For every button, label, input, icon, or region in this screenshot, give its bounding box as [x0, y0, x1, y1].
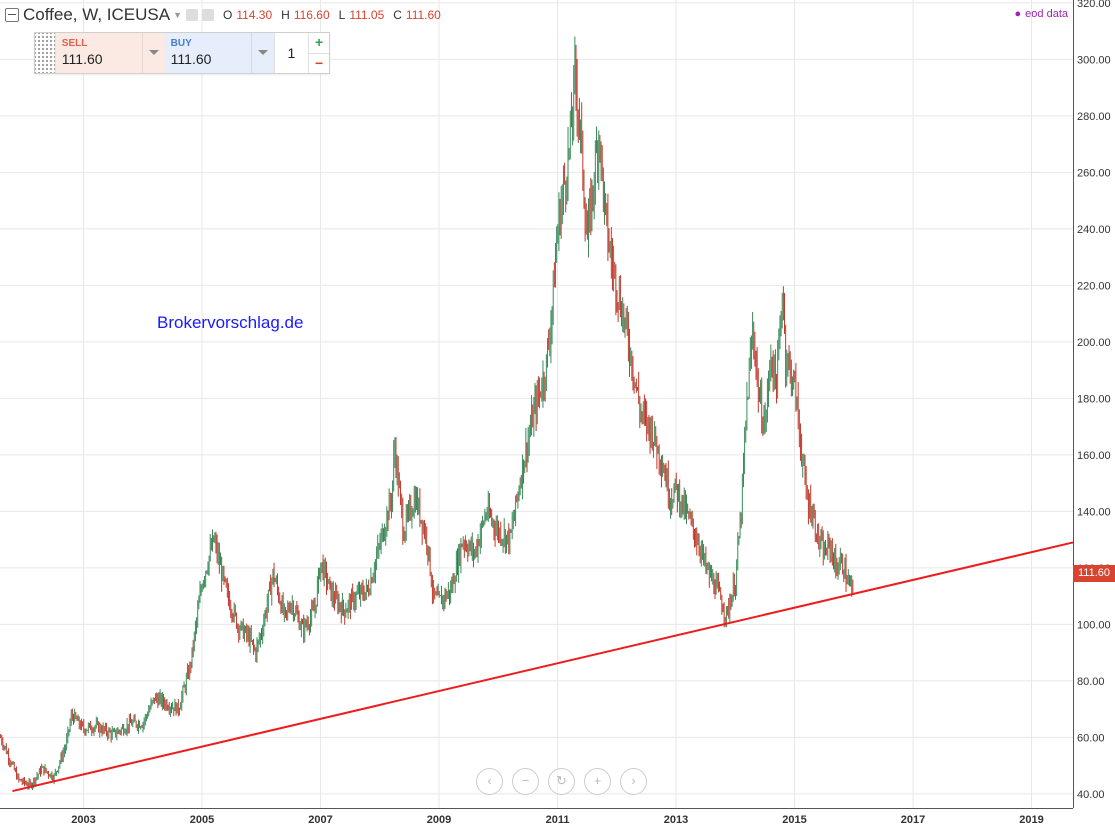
x-tick-label-2: 2007	[308, 814, 332, 826]
chart-header: Coffee, W, ICEUSA ▼ O 114.30 H 116.60 L …	[0, 0, 441, 30]
y-tick-label-14: 320.00	[1077, 0, 1111, 10]
y-tick-label-12: 280.00	[1077, 111, 1111, 123]
y-tick-label-1: 60.00	[1077, 732, 1105, 744]
eod-data-badge: eod data	[1015, 8, 1068, 20]
sell-label: SELL	[61, 38, 88, 49]
x-tick-label-4: 2011	[546, 814, 570, 826]
chevron-down-icon[interactable]: ▼	[173, 10, 182, 20]
y-tick-label-0: 40.00	[1077, 789, 1105, 801]
buy-dropdown-icon[interactable]	[250, 33, 274, 73]
y-tick-label-2: 80.00	[1077, 676, 1105, 688]
drag-handle[interactable]	[35, 33, 56, 73]
low-value: 111.05	[349, 8, 385, 22]
close-value: 111.60	[405, 8, 441, 22]
high-key: H	[281, 8, 290, 22]
high-value: 116.60	[293, 8, 330, 22]
y-tick-label-11: 260.00	[1077, 167, 1111, 179]
collapse-icon[interactable]	[5, 8, 19, 22]
open-key: O	[223, 8, 233, 22]
x-tick-label-7: 2017	[901, 814, 925, 826]
decrease-button[interactable]: −	[315, 54, 324, 71]
y-tick-label-13: 300.00	[1077, 54, 1111, 66]
symbol-title[interactable]: Coffee, W, ICEUSA	[23, 5, 171, 24]
x-tick-label-6: 2015	[782, 814, 806, 826]
chevron-right-icon[interactable]: ›	[620, 768, 647, 795]
y-tick-label-8: 200.00	[1077, 337, 1111, 349]
x-tick-label-3: 2009	[427, 814, 451, 826]
x-tick-label-8: 2019	[1019, 814, 1043, 826]
gear-icon[interactable]	[202, 9, 214, 21]
x-tick-label-0: 2003	[71, 814, 95, 826]
low-key: L	[338, 8, 346, 22]
buy-price: 111.60	[170, 51, 212, 67]
open-value: 114.30	[236, 8, 273, 22]
trendline	[12, 541, 1074, 793]
buy-label: BUY	[170, 38, 192, 49]
sell-dropdown-icon[interactable]	[141, 33, 165, 73]
y-tick-label-5: 140.00	[1077, 506, 1111, 518]
trade-panel: SELL 111.60 BUY 111.60 1 + −	[34, 32, 330, 74]
buy-button[interactable]: BUY 111.60	[164, 33, 274, 73]
zoom-in-icon[interactable]: +	[584, 768, 611, 795]
y-tick-label-10: 240.00	[1077, 224, 1111, 236]
close-key: C	[393, 8, 402, 22]
y-tick-label-3: 100.00	[1077, 619, 1111, 631]
last-price-tag: 111.60	[1073, 565, 1115, 582]
quantity-stepper: + −	[308, 33, 329, 73]
chevron-left-icon[interactable]: ‹	[476, 768, 503, 795]
increase-button[interactable]: +	[309, 33, 329, 54]
x-tick-label-1: 2005	[190, 814, 214, 826]
sell-price: 111.60	[61, 51, 103, 67]
quantity-input[interactable]: 1	[273, 33, 309, 73]
zoom-out-icon[interactable]: −	[512, 768, 539, 795]
reset-icon[interactable]: ↻	[548, 768, 575, 795]
y-tick-label-9: 220.00	[1077, 280, 1111, 292]
settings-icon[interactable]	[186, 9, 198, 21]
sell-button[interactable]: SELL 111.60	[55, 33, 165, 73]
x-tick-label-5: 2013	[664, 814, 688, 826]
y-tick-label-6: 160.00	[1077, 450, 1111, 462]
y-tick-label-7: 180.00	[1077, 393, 1111, 405]
watermark: Brokervorschlag.de	[157, 313, 304, 332]
chart-nav: ‹ − ↻ + ›	[476, 768, 656, 795]
